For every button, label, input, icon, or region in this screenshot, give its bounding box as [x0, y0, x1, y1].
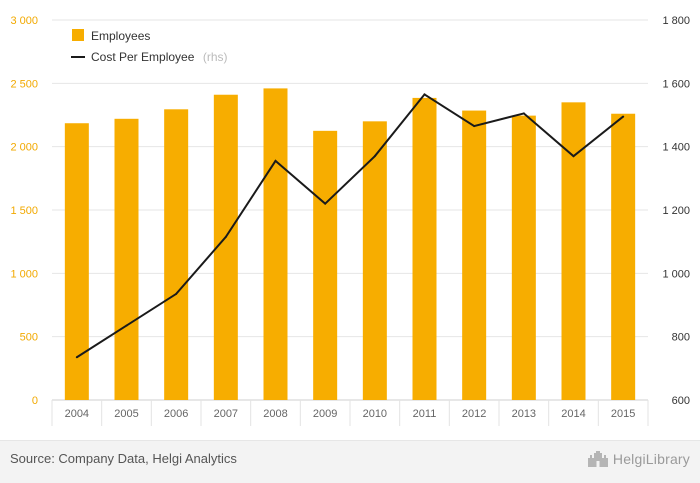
x-tick-label: 2015: [611, 408, 635, 420]
brand-name: HelgiLibrary: [612, 451, 690, 467]
x-tick-label: 2008: [263, 408, 287, 420]
bar-employees-2011: [412, 97, 437, 401]
y-right-tick-label: 800: [672, 332, 690, 344]
y-right-tick-label: 1 400: [662, 142, 690, 154]
bar-employees-2005: [114, 118, 139, 401]
legend-label-cost-per-employee: Cost Per Employee (rhs): [91, 48, 228, 65]
x-tick-label: 2013: [512, 408, 536, 420]
bars: [64, 88, 636, 401]
x-tick-label: 2010: [363, 408, 387, 420]
footer-divider: [0, 440, 700, 441]
grid: [52, 19, 648, 401]
y-right-tick-label: 1 000: [662, 268, 690, 280]
x-tick-label: 2011: [413, 408, 437, 420]
chart: 0 500 1 000 1 500 2 000 2 500 3 000 600 800 1 00…: [10, 15, 690, 426]
x-tick-label: 2006: [164, 408, 188, 420]
x-tick-label: 2007: [214, 408, 238, 420]
y-right-tick-label: 1 600: [662, 78, 690, 90]
x-tick-label: 2014: [561, 408, 585, 420]
x-axis: 2004 2005 2006 2007 2008 2009 2010 2011 2012 2013…: [51, 400, 649, 426]
point-cost-per-employee-2009: [324, 202, 327, 205]
bar-employees-2006: [164, 109, 189, 401]
bar-employees-2004: [64, 123, 89, 400]
bar-employees-2013: [511, 115, 536, 400]
x-tick-label: 2012: [462, 408, 486, 420]
footer: Source: Company Data, Helgi Analytics He…: [0, 441, 700, 483]
line-series: [75, 93, 625, 359]
y-axis-left: 0 500 1 000 1 500 2 000 2 500 3 000: [10, 15, 38, 407]
y-right-tick-label: 1 800: [662, 15, 690, 27]
y-left-tick-label: 1 500: [10, 205, 38, 217]
bar-employees-2015: [611, 113, 636, 400]
bar-employees-2009: [313, 130, 338, 401]
x-tick-label: 2005: [114, 408, 138, 420]
legend-label-rhs: (rhs): [203, 50, 228, 64]
y-axis-right: 600 800 1 000 1 200 1 400 1 600 1 800: [662, 15, 690, 407]
point-cost-per-employee-2004: [75, 356, 78, 359]
y-right-tick-label: 600: [672, 395, 690, 407]
y-left-tick-label: 2 500: [10, 78, 38, 90]
legend-label-employees: Employees: [91, 29, 150, 43]
bar-employees-2008: [263, 88, 288, 401]
legend-label-cost-name: Cost Per Employee: [91, 50, 195, 64]
point-cost-per-employee-2005: [125, 324, 128, 327]
point-cost-per-employee-2012: [473, 125, 476, 128]
y-left-tick-label: 0: [32, 395, 38, 407]
line-cost-per-employee: [76, 93, 624, 359]
legend: Employees Cost Per Employee (rhs): [71, 29, 228, 65]
point-cost-per-employee-2010: [373, 155, 376, 158]
legend-swatch-employees: [72, 29, 84, 41]
point-cost-per-employee-2013: [522, 112, 525, 115]
y-left-tick-label: 2 000: [10, 142, 38, 154]
bar-employees-2010: [362, 121, 387, 400]
source-note: Source: Company Data, Helgi Analytics: [10, 451, 237, 466]
bar-employees-2014: [561, 102, 586, 400]
y-left-tick-label: 3 000: [10, 15, 38, 27]
castle-icon: [587, 451, 608, 467]
y-left-tick-label: 1 000: [10, 268, 38, 280]
point-cost-per-employee-2015: [622, 115, 625, 118]
bar-employees-2012: [462, 110, 487, 401]
point-cost-per-employee-2011: [423, 93, 426, 96]
x-tick-label: 2004: [65, 408, 89, 420]
point-cost-per-employee-2007: [224, 235, 227, 238]
x-tick-label: 2009: [313, 408, 337, 420]
point-cost-per-employee-2008: [274, 159, 277, 162]
point-cost-per-employee-2014: [572, 155, 575, 158]
brand-logo[interactable]: HelgiLibrary: [587, 450, 690, 468]
point-cost-per-employee-2006: [175, 292, 178, 295]
y-left-tick-label: 500: [20, 332, 38, 344]
y-right-tick-label: 1 200: [662, 205, 690, 217]
chart-svg: 0 500 1 000 1 500 2 000 2 500 3 000 600 800 1 00…: [10, 15, 690, 426]
